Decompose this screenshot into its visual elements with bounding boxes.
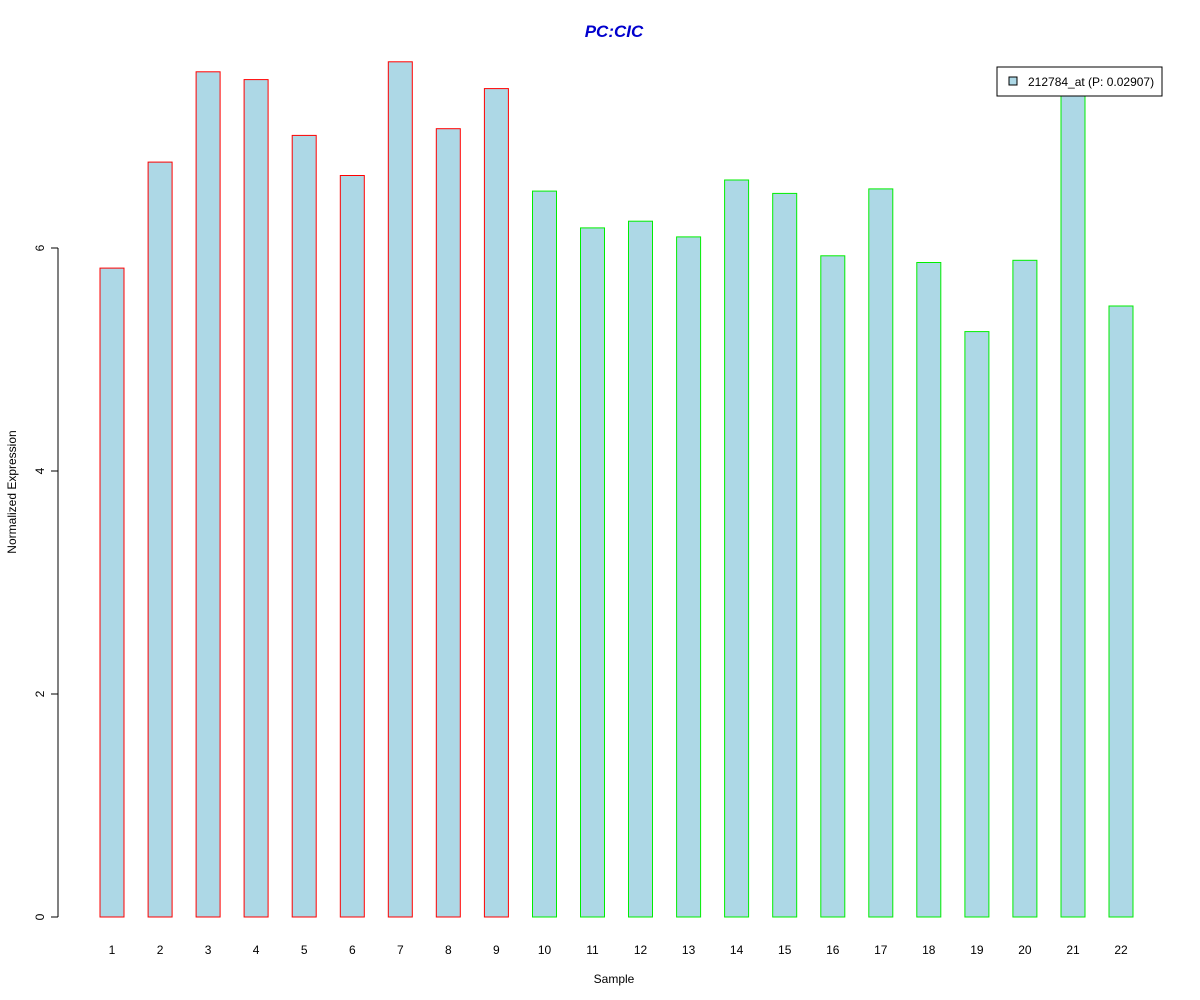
bar-sample-6	[339, 175, 365, 918]
x-tick-label: 18	[922, 943, 936, 957]
x-tick-label: 7	[397, 943, 404, 957]
legend: 212784_at (P: 0.02907)	[996, 66, 1163, 97]
x-tick-label: 10	[538, 943, 552, 957]
legend-swatch	[1008, 76, 1018, 86]
legend-label: 212784_at (P: 0.02907)	[1028, 75, 1154, 89]
bar-sample-9	[483, 88, 509, 918]
x-axis-label: Sample	[594, 972, 635, 986]
bar-sample-7	[387, 61, 413, 918]
chart-title: PC:CIC	[585, 22, 644, 41]
x-tick-label: 16	[826, 943, 840, 957]
legend-box	[996, 66, 1163, 97]
bar-sample-5	[291, 134, 317, 918]
bar-sample-8	[435, 128, 461, 918]
bar-sample-16	[820, 255, 846, 918]
x-tick-label: 3	[205, 943, 212, 957]
x-tick-labels: 1 2 3 4 5 6 7 8 9 10 11 12 13 14 15 16 17 18 19 20 21 22	[109, 943, 1128, 957]
y-tick-label: 6	[33, 244, 47, 251]
y-tick-label: 2	[33, 690, 47, 697]
bar-sample-2	[147, 161, 173, 918]
x-tick-label: 13	[682, 943, 696, 957]
x-tick-label: 6	[349, 943, 356, 957]
y-axis: 0 2 4 6	[33, 244, 59, 920]
bar-sample-10	[532, 190, 557, 918]
bar-sample-19	[964, 331, 990, 918]
x-tick-label: 4	[253, 943, 260, 957]
y-tick-label: 0	[33, 913, 47, 920]
bar-sample-22	[1108, 305, 1134, 918]
y-tick-label: 4	[33, 467, 47, 474]
bar-sample-20	[1012, 259, 1038, 918]
bar-sample-4	[243, 79, 269, 918]
bar-sample-17	[868, 188, 894, 918]
x-tick-label: 9	[493, 943, 500, 957]
x-tick-label: 22	[1114, 943, 1128, 957]
bar-sample-11	[580, 227, 605, 918]
bar-sample-21	[1060, 90, 1086, 918]
x-tick-label: 15	[778, 943, 792, 957]
bar-sample-12	[628, 220, 653, 918]
x-tick-label: 14	[730, 943, 744, 957]
x-tick-label: 2	[157, 943, 164, 957]
x-tick-label: 5	[301, 943, 308, 957]
bar-sample-14	[724, 179, 750, 918]
x-tick-label: 20	[1018, 943, 1032, 957]
x-tick-label: 11	[586, 943, 599, 957]
x-tick-label: 21	[1066, 943, 1080, 957]
bar-sample-15	[772, 192, 798, 918]
bar-sample-3	[195, 71, 221, 918]
bars	[99, 61, 1134, 918]
x-tick-label: 8	[445, 943, 452, 957]
bar-sample-18	[916, 262, 942, 918]
x-tick-label: 19	[970, 943, 984, 957]
x-tick-label: 1	[109, 943, 116, 957]
bar-sample-13	[676, 236, 702, 918]
y-axis-label: Normalized Expression	[5, 430, 19, 553]
x-tick-label: 12	[634, 943, 648, 957]
bar-sample-1	[99, 267, 125, 918]
x-tick-label: 17	[874, 943, 888, 957]
